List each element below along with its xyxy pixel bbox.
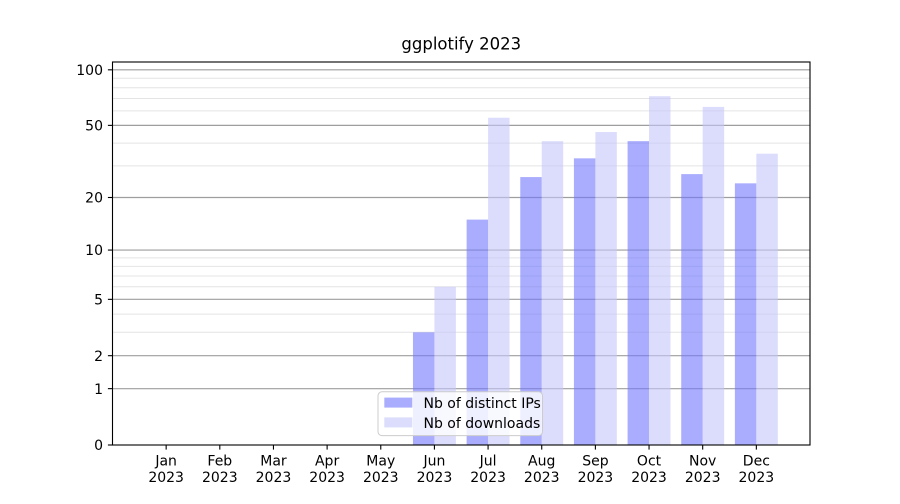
x-tick-label-month-mar: Mar (260, 454, 287, 470)
x-tick-label-month-may: May (366, 454, 395, 470)
bar-distinct-ips-jul (466, 219, 489, 445)
plot-frame (111, 61, 811, 446)
bar-distinct-ips-aug (520, 177, 542, 445)
bars-group (412, 96, 778, 446)
x-tick-label-year-jan: 2023 (148, 470, 184, 486)
bar-distinct-ips-dec (734, 183, 757, 445)
x-tick-label-month-jul: Jul (479, 454, 497, 470)
x-tick-label-month-jun: Jun (422, 454, 445, 470)
bar-distinct-ips-nov (681, 174, 703, 446)
x-tick-label-month-sep: Sep (582, 454, 609, 470)
y-tick-label-10: 10 (85, 243, 103, 259)
tick-marks (107, 69, 757, 450)
bar-downloads-dec (756, 153, 778, 445)
legend-swatch-downloads (384, 417, 413, 428)
bar-downloads-sep (595, 132, 617, 445)
x-tick-label-year-nov: 2023 (685, 470, 721, 486)
bar-distinct-ips-oct (627, 141, 650, 445)
legend-swatch-distinct-ips (384, 397, 413, 408)
y-tick-label-0: 0 (94, 438, 103, 454)
axes-spines (111, 61, 811, 446)
y-tick-label-1: 1 (94, 382, 103, 398)
x-tick-label-month-feb: Feb (207, 454, 232, 470)
bar-distinct-ips-sep (573, 158, 596, 445)
legend-label-downloads: Nb of downloads (424, 416, 541, 432)
bar-downloads-jul (488, 117, 510, 446)
x-tick-label-year-aug: 2023 (524, 470, 560, 486)
legend-box (377, 391, 543, 437)
x-tick-label-year-mar: 2023 (256, 470, 292, 486)
y-tick-label-20: 20 (85, 191, 103, 207)
x-tick-label-year-apr: 2023 (309, 470, 345, 486)
x-tick-label-year-jul: 2023 (470, 470, 506, 486)
x-tick-label-month-apr: Apr (315, 454, 339, 470)
y-tick-label-50: 50 (85, 118, 103, 134)
x-tick-label-month-nov: Nov (689, 454, 716, 470)
x-tick-label-year-jun: 2023 (417, 470, 453, 486)
y-tick-label-100: 100 (76, 63, 103, 79)
y-tick-label-5: 5 (94, 292, 103, 308)
x-tick-label-year-oct: 2023 (631, 470, 667, 486)
legend: Nb of distinct IPs Nb of downloads (377, 391, 543, 437)
y-tick-label-2: 2 (94, 349, 103, 365)
legend-label-distinct-ips: Nb of distinct IPs (424, 396, 541, 412)
x-tick-label-year-may: 2023 (363, 470, 399, 486)
bar-downloads-nov (702, 106, 725, 445)
x-tick-label-month-aug: Aug (528, 454, 555, 470)
bar-downloads-oct (649, 96, 671, 446)
tick-labels: 0125102050100Jan2023Feb2023Mar2023Apr202… (76, 63, 774, 486)
x-tick-label-month-oct: Oct (637, 454, 662, 470)
minor-gridlines (112, 77, 810, 333)
bar-downloads-aug (541, 141, 564, 445)
x-tick-label-year-sep: 2023 (578, 470, 614, 486)
x-tick-label-month-jan: Jan (154, 454, 177, 470)
x-tick-label-year-dec: 2023 (739, 470, 775, 486)
x-tick-label-month-dec: Dec (743, 454, 770, 470)
x-tick-label-year-feb: 2023 (202, 470, 238, 486)
chart-title: ggplotify 2023 (401, 34, 521, 53)
